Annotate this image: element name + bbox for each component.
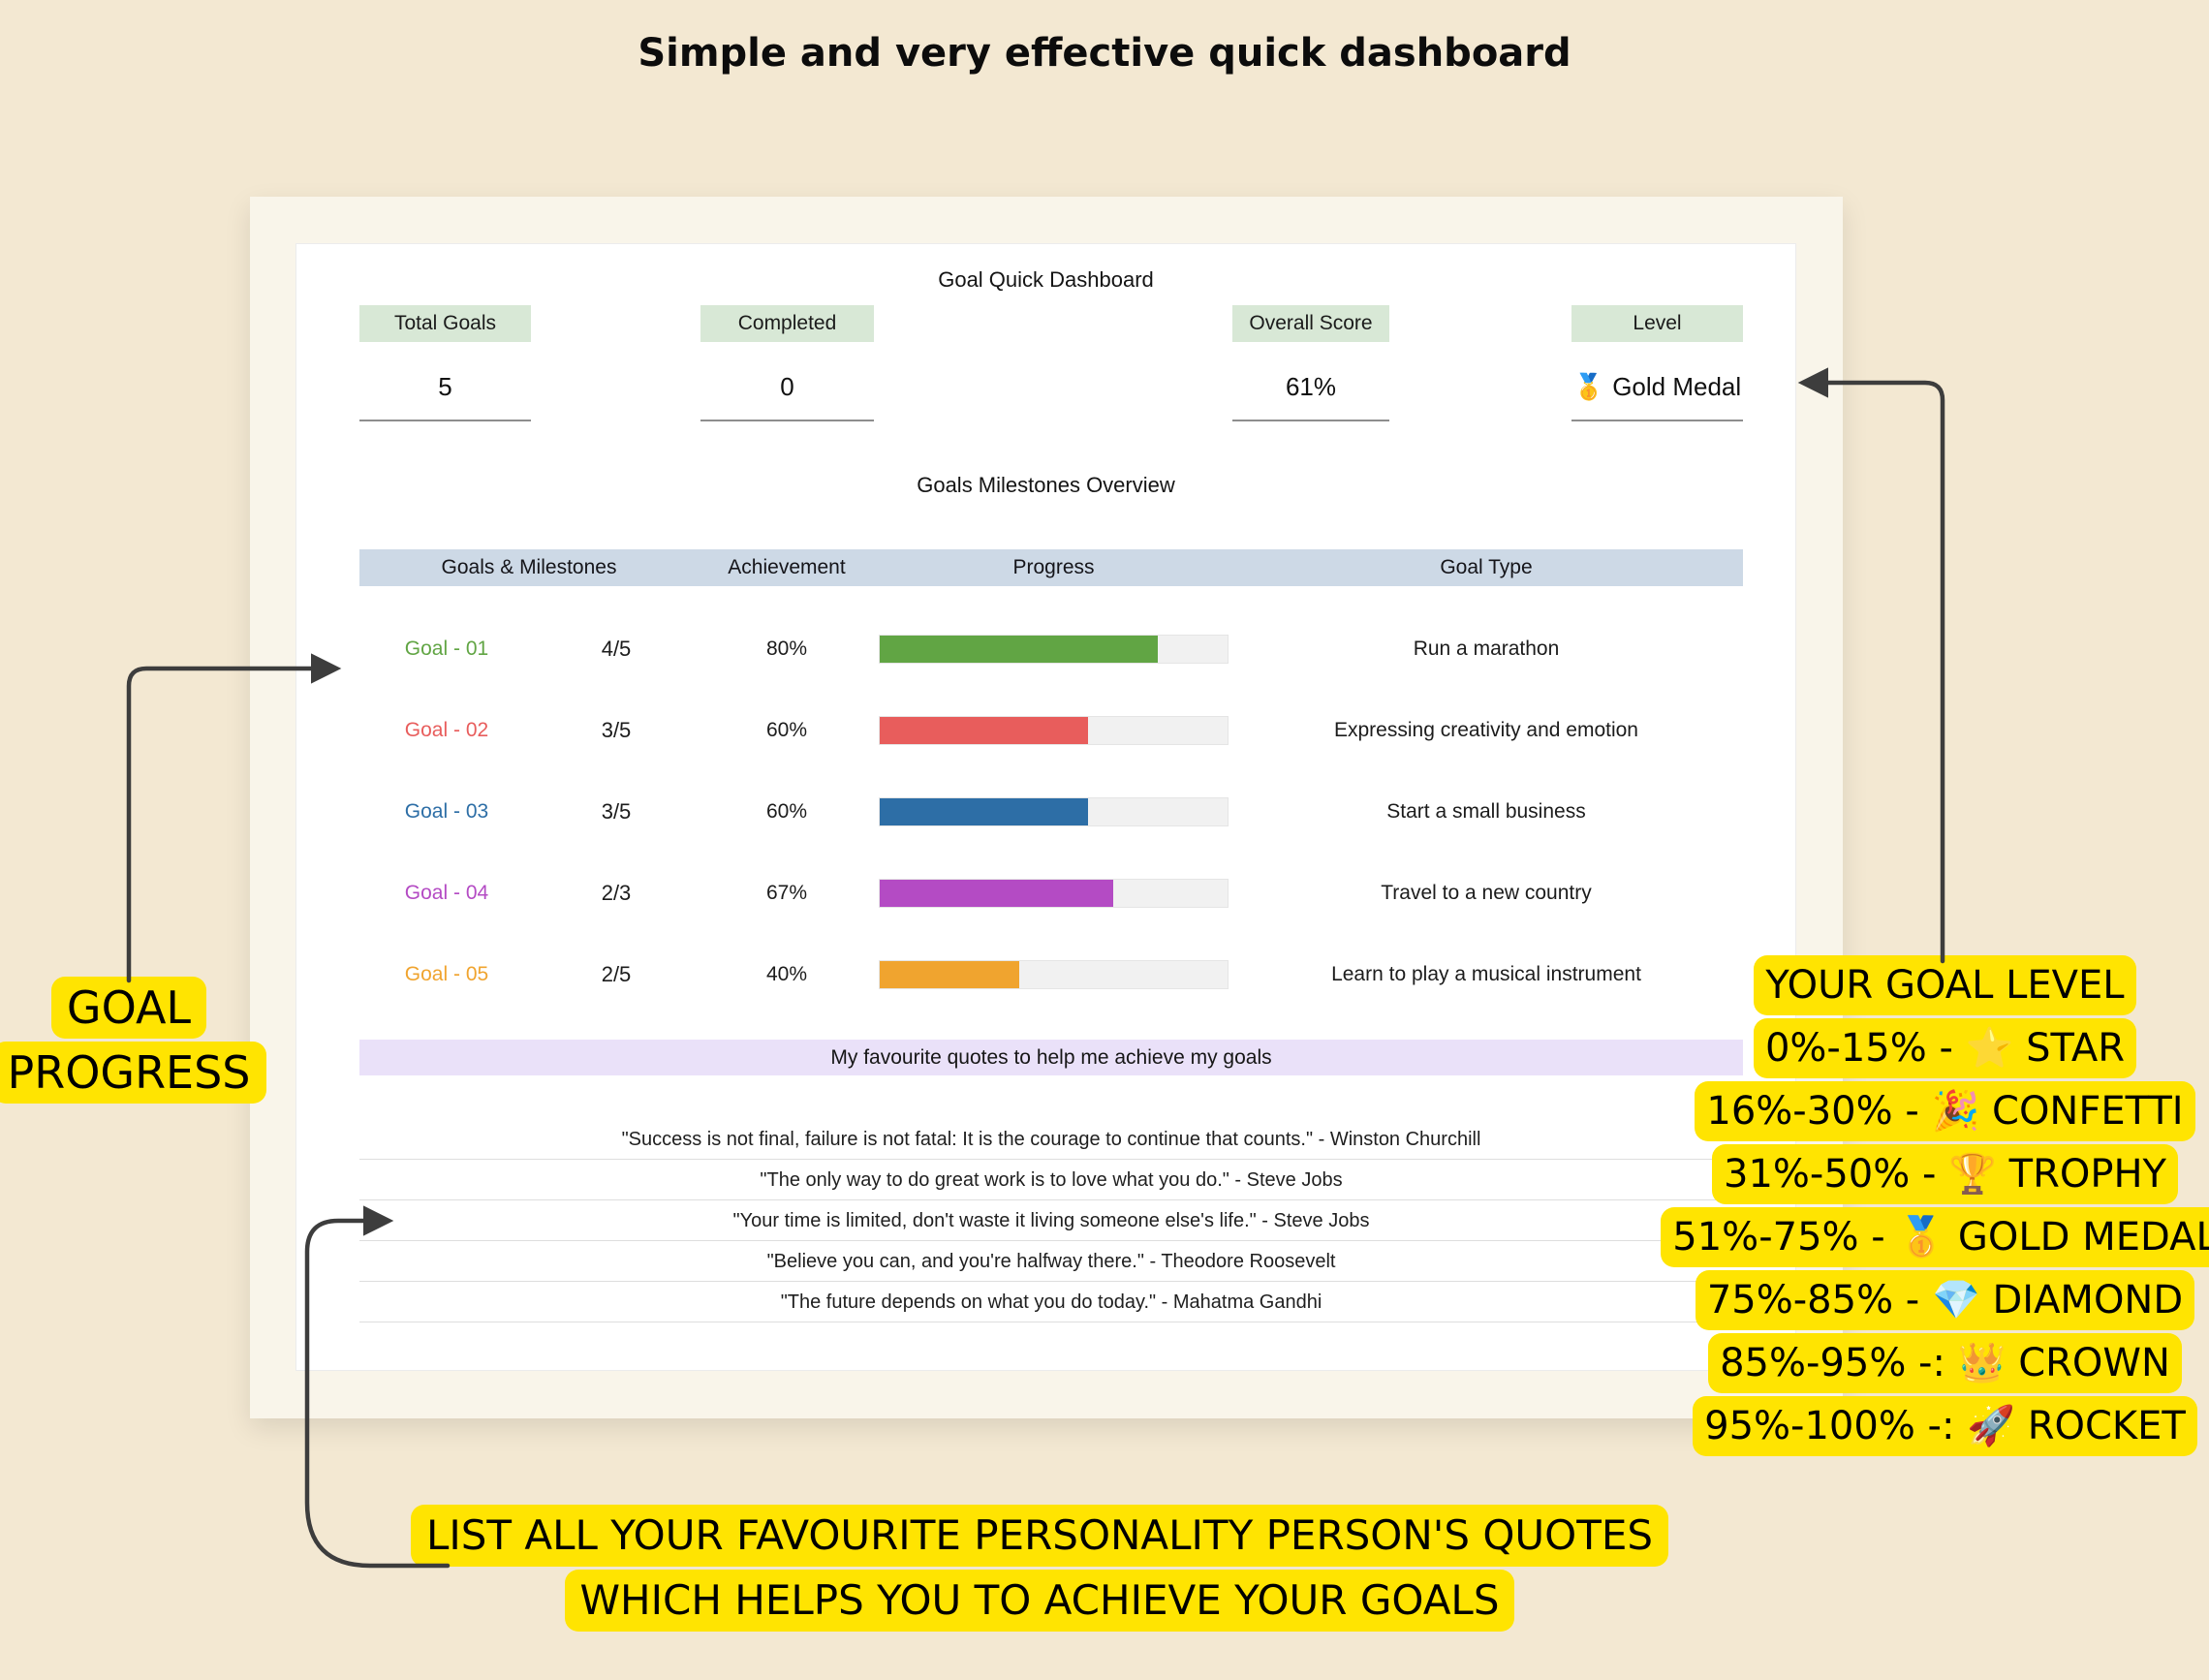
progress-bar <box>879 716 1229 745</box>
goal-milestones: 2/3 <box>601 881 632 905</box>
quote-row: "The future depends on what you do today… <box>359 1282 1743 1322</box>
goal-row: Goal - 03 3/5 60% Start a small business <box>359 783 1743 841</box>
progress-bar-fill <box>880 880 1113 907</box>
goal-achievement: 60% <box>765 800 808 823</box>
stat-overall-score: Overall Score 61% <box>1232 305 1389 421</box>
level-value-text: Gold Medal <box>1612 371 1742 401</box>
stat-label: Completed <box>700 305 874 342</box>
stat-label: Total Goals <box>359 305 531 342</box>
goal-type: Run a marathon <box>1413 638 1560 660</box>
annotation-level-legend: YOUR GOAL LEVEL 0%-15% - ⭐ STAR 16%-30% … <box>1661 955 2209 1456</box>
stat-total-goals: Total Goals 5 <box>359 305 531 421</box>
annotation-text: GOAL <box>50 977 207 1039</box>
stat-value: 61% <box>1285 371 1337 401</box>
stat-value: 0 <box>780 371 794 401</box>
progress-bar-fill <box>880 798 1089 825</box>
progress-bar <box>879 635 1229 664</box>
legend-item: 75%-85% - 💎 DIAMOND <box>1695 1270 2195 1330</box>
annotation-goal-progress: GOAL PROGRESS <box>0 977 266 1104</box>
legend-item: 85%-95% -: 👑 CROWN <box>1708 1333 2182 1393</box>
stat-label: Overall Score <box>1232 305 1389 342</box>
goal-achievement: 40% <box>765 963 808 985</box>
legend-item: 0%-15% - ⭐ STAR <box>1753 1018 2137 1078</box>
goal-achievement: 80% <box>765 638 808 660</box>
goal-milestones: 4/5 <box>601 637 632 661</box>
dashboard-title: Goal Quick Dashboard <box>938 267 1154 292</box>
page-title: Simple and very effective quick dashboar… <box>638 31 1571 76</box>
overview-title: Goals Milestones Overview <box>917 473 1175 497</box>
goal-type: Travel to a new country <box>1381 882 1592 904</box>
stat-underline <box>359 420 531 421</box>
goal-milestones: 3/5 <box>601 718 632 742</box>
goal-label: Goal - 04 <box>404 882 489 904</box>
legend-item: 95%-100% -: 🚀 ROCKET <box>1693 1396 2197 1456</box>
stat-level: Level 🥇 Gold Medal <box>1571 305 1743 421</box>
goal-label: Goal - 02 <box>404 719 489 741</box>
col-header-achievement: Achievement <box>728 556 846 578</box>
quotes-banner: My favourite quotes to help me achieve m… <box>359 1040 1743 1075</box>
table-header: Goals & Milestones Achievement Progress … <box>359 549 1743 586</box>
goal-type: Start a small business <box>1386 800 1586 823</box>
col-header-progress: Progress <box>1012 556 1095 578</box>
progress-bar-fill <box>880 717 1089 744</box>
progress-bar-fill <box>880 961 1019 988</box>
legend-item: 16%-30% - 🎉 CONFETTI <box>1695 1081 2195 1141</box>
progress-bar-fill <box>880 636 1159 663</box>
quote-row: "Believe you can, and you're halfway the… <box>359 1241 1743 1282</box>
quote-row: "Your time is limited, don't waste it li… <box>359 1200 1743 1241</box>
goal-row: Goal - 04 2/3 67% Travel to a new countr… <box>359 864 1743 922</box>
quote-row: "Success is not final, failure is not fa… <box>359 1119 1743 1160</box>
goal-achievement: 67% <box>765 882 808 904</box>
quote-row: "The only way to do great work is to lov… <box>359 1160 1743 1200</box>
stat-completed: Completed 0 <box>700 305 874 421</box>
goal-type: Learn to play a musical instrument <box>1331 963 1641 985</box>
legend-item: 31%-50% - 🏆 TROPHY <box>1712 1144 2178 1204</box>
goal-milestones: 2/5 <box>601 962 632 986</box>
stat-label: Level <box>1571 305 1743 342</box>
dashboard-panel: Goal Quick Dashboard Total Goals 5 Compl… <box>296 243 1796 1371</box>
goal-row: Goal - 01 4/5 80% Run a marathon <box>359 620 1743 678</box>
goal-row: Goal - 05 2/5 40% Learn to play a musica… <box>359 946 1743 1004</box>
progress-bar <box>879 960 1229 989</box>
progress-bar <box>879 797 1229 826</box>
col-header-goals-milestones: Goals & Milestones <box>441 556 617 578</box>
stat-value: 5 <box>438 371 452 401</box>
annotation-text: PROGRESS <box>0 1042 266 1104</box>
stat-underline <box>700 420 874 421</box>
stat-underline <box>1571 420 1743 421</box>
goal-milestones: 3/5 <box>601 799 632 824</box>
stat-value: 🥇 Gold Medal <box>1571 367 1743 406</box>
goal-type: Expressing creativity and emotion <box>1334 719 1638 741</box>
goal-achievement: 60% <box>765 719 808 741</box>
legend-title: YOUR GOAL LEVEL <box>1754 955 2136 1015</box>
goal-row: Goal - 02 3/5 60% Expressing creativity … <box>359 701 1743 760</box>
annotation-text: WHICH HELPS YOU TO ACHIEVE YOUR GOALS <box>564 1570 1515 1632</box>
goal-label: Goal - 05 <box>404 963 489 985</box>
gold-medal-icon: 🥇 <box>1572 371 1605 401</box>
annotation-quotes-note: LIST ALL YOUR FAVOURITE PERSONALITY PERS… <box>361 1505 1718 1632</box>
col-header-goal-type: Goal Type <box>1440 556 1533 578</box>
progress-bar <box>879 879 1229 908</box>
legend-item: 51%-75% - 🥇 GOLD MEDAL <box>1661 1207 2209 1267</box>
stat-underline <box>1232 420 1389 421</box>
goal-label: Goal - 03 <box>404 800 489 823</box>
annotation-text: LIST ALL YOUR FAVOURITE PERSONALITY PERS… <box>410 1505 1669 1567</box>
goal-label: Goal - 01 <box>404 638 489 660</box>
